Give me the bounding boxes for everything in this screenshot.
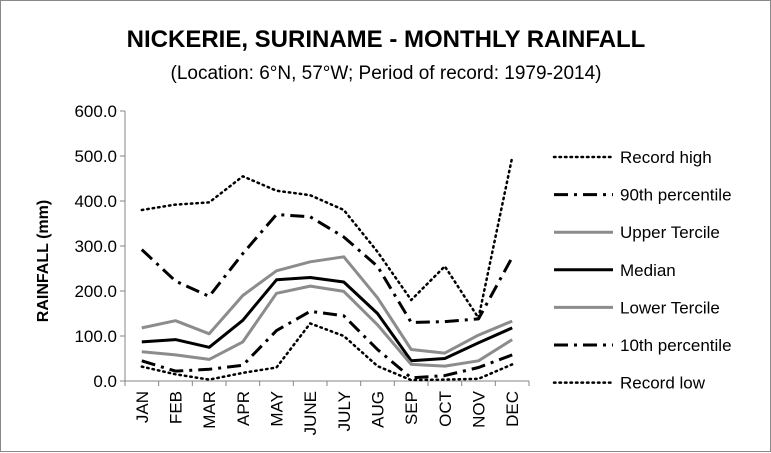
x-tick-label: NOV	[470, 390, 489, 428]
x-tick-label: DEC	[503, 391, 522, 427]
y-axis-label: RAINFALL (mm)	[35, 200, 52, 322]
x-tick-label: OCT	[436, 391, 455, 427]
x-tick-label: MAY	[268, 391, 287, 427]
x-tick-label: JUNE	[301, 391, 320, 435]
x-tick-label: SEP	[402, 391, 421, 425]
legend-label-record-low: Record low	[620, 374, 706, 393]
chart-title: NICKERIE, SURINAME - MONTHLY RAINFALL	[127, 26, 646, 53]
series-line-upper-tercile	[142, 257, 512, 353]
series-line-90th-percentile	[142, 215, 512, 323]
series-line-record-high	[142, 157, 512, 318]
y-tick-label: 300.0	[74, 237, 117, 256]
x-tick-label: FEB	[167, 391, 186, 424]
y-tick-label: 600.0	[74, 102, 117, 121]
x-tick-label: JAN	[133, 391, 152, 423]
legend-label-10th-percentile: 10th percentile	[620, 336, 732, 355]
y-tick-label: 200.0	[74, 282, 117, 301]
x-tick-label: APR	[234, 391, 253, 426]
y-tick-label: 500.0	[74, 147, 117, 166]
x-tick-label: AUG	[369, 391, 388, 428]
x-tick-label: MAR	[200, 391, 219, 429]
legend-label-lower-tercile: Lower Tercile	[620, 298, 720, 317]
legend-label-median: Median	[620, 261, 676, 280]
legend-label-upper-tercile: Upper Tercile	[620, 223, 720, 242]
y-tick-label: 400.0	[74, 192, 117, 211]
y-tick-label: 0.0	[93, 372, 117, 391]
chart-subtitle: (Location: 6°N, 57°W; Period of record: …	[171, 63, 602, 84]
legend-label-90th-percentile: 90th percentile	[620, 186, 732, 205]
x-tick-label: JULY	[335, 391, 354, 431]
y-tick-label: 100.0	[74, 327, 117, 346]
legend: Record high 90th percentile Upper Tercile M…	[554, 148, 732, 393]
legend-label-record-high: Record high	[620, 148, 712, 167]
axes: 0.0 100.0 200.0 300.0 400.0 500.0 600.0 JAN FEB M…	[74, 102, 529, 435]
series-layer	[142, 157, 512, 380]
